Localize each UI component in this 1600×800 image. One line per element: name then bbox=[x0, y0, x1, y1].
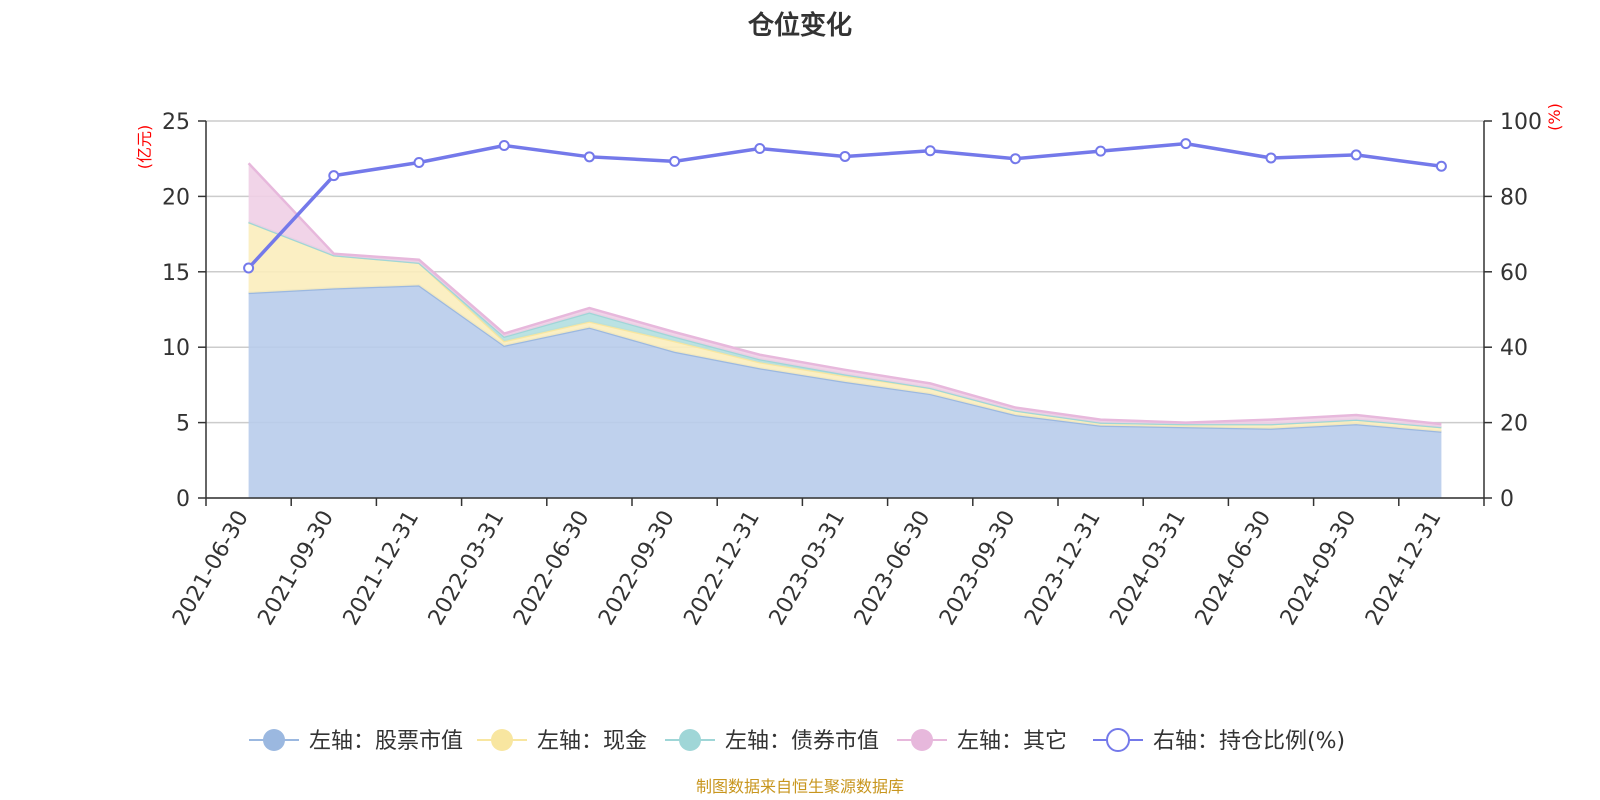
right-axis-tick-label: 80 bbox=[1500, 185, 1528, 210]
ratio-point bbox=[669, 155, 681, 167]
x-axis-tick-label: 2022-06-30 bbox=[509, 507, 595, 630]
legend-item-4: 右轴：持仓比例(%) bbox=[1093, 728, 1345, 754]
area-series-3 bbox=[248, 163, 1442, 428]
legend-symbol bbox=[679, 729, 701, 751]
left-axis-tick-label: 25 bbox=[162, 110, 190, 135]
legend: 左轴：股票市值 左轴：现金 左轴：债券市值 左轴：其它 右轴：持仓比例(%) bbox=[249, 728, 1345, 754]
ratio-point bbox=[328, 170, 340, 182]
right-axis-tick-label: 0 bbox=[1500, 487, 1514, 512]
x-axis-tick-label: 2021-12-31 bbox=[339, 507, 425, 630]
right-axis-tick-label: 100 bbox=[1500, 110, 1542, 135]
left-axis-tick-label: 5 bbox=[176, 412, 190, 437]
ratio-line-series-4 bbox=[247, 141, 1442, 270]
ratio-point bbox=[583, 151, 595, 163]
ratio-point bbox=[1095, 145, 1107, 157]
right-axis-tick-label: 40 bbox=[1500, 336, 1528, 361]
x-axis-tick-label: 2021-09-30 bbox=[253, 507, 339, 630]
ratio-point bbox=[1180, 138, 1192, 150]
x-axis-tick-label: 2024-06-30 bbox=[1191, 507, 1277, 630]
legend-item-1: 左轴：现金 bbox=[477, 729, 647, 754]
x-axis-tick-label: 2021-06-30 bbox=[168, 507, 254, 630]
ratio-point bbox=[1265, 152, 1277, 164]
area-edge-series-3 bbox=[247, 162, 1442, 426]
legend-item-0: 左轴：股票市值 bbox=[249, 729, 463, 754]
x-axis-tick-label: 2023-06-30 bbox=[850, 507, 936, 630]
x-axis-tick-label: 2022-09-30 bbox=[594, 507, 680, 630]
legend-item-2: 左轴：债券市值 bbox=[665, 729, 879, 754]
x-axis-tick-label: 2024-03-31 bbox=[1105, 507, 1191, 630]
legend-symbol bbox=[263, 729, 285, 751]
ratio-point bbox=[1350, 149, 1362, 161]
right-axis-tick-label: 60 bbox=[1500, 261, 1528, 286]
legend-item-3: 左轴：其它 bbox=[897, 729, 1067, 754]
right-axis-unit: (%) bbox=[1545, 103, 1564, 131]
ratio-point bbox=[839, 150, 851, 162]
legend-symbol bbox=[1106, 728, 1130, 752]
left-axis-unit: (亿元) bbox=[135, 125, 154, 170]
chart-title: 仓位变化 bbox=[747, 10, 852, 41]
legend-label: 右轴：持仓比例(%) bbox=[1153, 729, 1345, 754]
ratio-point bbox=[1435, 160, 1447, 172]
ratio-point bbox=[498, 140, 510, 152]
source-note: 制图数据来自恒生聚源数据库 bbox=[696, 777, 904, 796]
area-series-2 bbox=[248, 222, 1442, 428]
x-axis-tick-label: 2022-03-31 bbox=[424, 507, 510, 630]
right-axis-tick-label: 20 bbox=[1500, 412, 1528, 437]
ratio-point bbox=[1009, 153, 1021, 165]
stacked-areas bbox=[247, 162, 1442, 498]
legend-label: 左轴：现金 bbox=[537, 729, 647, 754]
legend-label: 左轴：其它 bbox=[957, 729, 1067, 754]
x-axis-tick-label: 2023-09-30 bbox=[935, 507, 1021, 630]
position-ratio-line bbox=[243, 138, 1447, 274]
x-axis-tick-label: 2023-12-31 bbox=[1020, 507, 1106, 630]
left-axis-tick-label: 0 bbox=[176, 487, 190, 512]
x-axis-tick-label: 2024-09-30 bbox=[1276, 507, 1362, 630]
ratio-point bbox=[924, 145, 936, 157]
x-axis-tick-label: 2023-03-31 bbox=[765, 507, 851, 630]
legend-symbol bbox=[911, 729, 933, 751]
left-axis-tick-label: 15 bbox=[162, 261, 190, 286]
x-axis-tick-label: 2024-12-31 bbox=[1361, 507, 1447, 630]
x-axis-tick-label: 2022-12-31 bbox=[679, 507, 765, 630]
left-axis-tick-label: 20 bbox=[162, 185, 190, 210]
legend-label: 左轴：债券市值 bbox=[725, 729, 879, 754]
ratio-point bbox=[413, 156, 425, 168]
area-series-0 bbox=[248, 285, 1442, 498]
legend-symbol bbox=[491, 729, 513, 751]
ratio-point bbox=[243, 262, 255, 274]
legend-label: 左轴：股票市值 bbox=[309, 729, 463, 754]
ratio-point bbox=[754, 143, 766, 155]
left-axis-tick-label: 10 bbox=[162, 336, 190, 361]
